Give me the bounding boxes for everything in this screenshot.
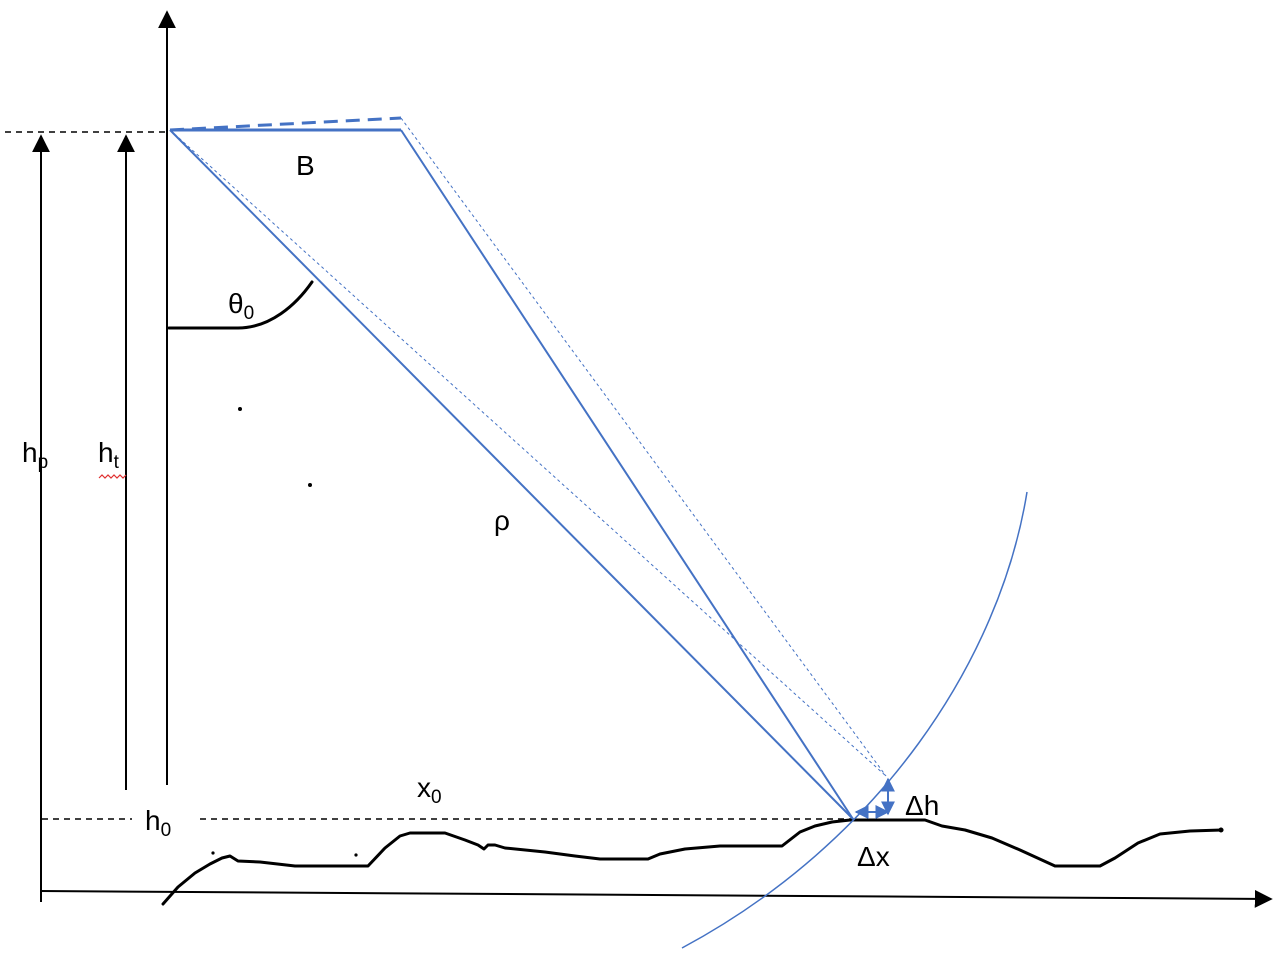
terrain-dot xyxy=(354,853,358,857)
look-angle-label: θ0 xyxy=(228,288,254,324)
baseline-label: B xyxy=(296,150,315,181)
slave-range-dashed-line xyxy=(400,117,887,777)
platform-height-label: hp xyxy=(22,437,48,473)
look-angle-arc xyxy=(167,280,314,330)
slave-range-line xyxy=(400,129,854,820)
stray-dot xyxy=(238,407,242,411)
baseline-dashed-line xyxy=(169,116,402,132)
stray-dot xyxy=(308,483,312,487)
terrain-profile xyxy=(161,818,1224,906)
range-label: ρ xyxy=(494,505,510,536)
delta-x-label: Δx xyxy=(857,841,890,872)
reference-height-label: h0 xyxy=(145,805,171,841)
delta-h-label: Δh xyxy=(905,790,939,821)
master-range-dashed-line xyxy=(169,129,887,777)
master-range-line xyxy=(169,129,854,820)
spellcheck-squiggle xyxy=(98,474,127,479)
range-arc xyxy=(681,491,1028,949)
terrain-dot xyxy=(1218,827,1224,833)
target-height-label: ht xyxy=(98,437,120,473)
terrain-dot xyxy=(211,851,215,855)
horizontal-axis xyxy=(39,889,1273,908)
ground-range-label: x0 xyxy=(417,772,442,808)
